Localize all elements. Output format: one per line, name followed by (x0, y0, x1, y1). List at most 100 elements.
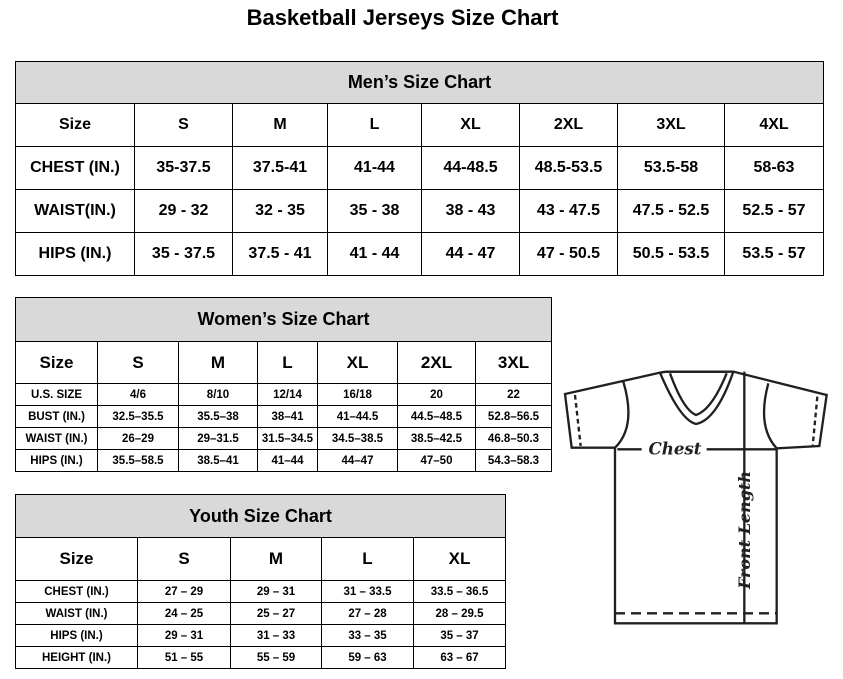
header-cell: XL (412, 537, 507, 581)
table-row: CHEST (IN.) 35-37.5 37.5-41 41-44 44-48.5 48.… (15, 146, 824, 190)
row-label: HEIGHT (IN.) (15, 646, 138, 669)
header-cell: 2XL (519, 103, 618, 147)
table-cell: 47.5 - 52.5 (617, 189, 725, 233)
table-cell: 16/18 (317, 383, 398, 406)
table-row: HEIGHT (IN.) 51 – 55 55 – 59 59 – 63 63 – 67 (15, 646, 507, 669)
row-label: BUST (IN.) (15, 405, 98, 428)
table-cell: 44–47 (317, 449, 398, 472)
table-cell: 44-48.5 (421, 146, 520, 190)
table-row: WAIST (IN.) 24 – 25 25 – 27 27 – 28 28 – 29.… (15, 602, 507, 625)
womens-size-table: Women’s Size Chart Size S M L XL 2XL 3XL U.S. SI… (14, 297, 553, 472)
table-cell: 41-44 (327, 146, 422, 190)
header-cell: S (97, 341, 179, 384)
header-cell: 2XL (397, 341, 476, 384)
table-cell: 31.5–34.5 (257, 427, 318, 450)
sleeve-seams (614, 381, 778, 450)
table-cell: 35 – 37 (412, 624, 507, 647)
table-cell: 29 – 31 (137, 624, 231, 647)
table-cell: 55 – 59 (230, 646, 322, 669)
row-label: CHEST (IN.) (15, 146, 135, 190)
row-label: HIPS (IN.) (15, 624, 138, 647)
table-row: HIPS (IN.) 35.5–58.5 38.5–41 41–44 44–47 47–5… (15, 449, 553, 472)
collar (658, 370, 735, 426)
table-cell: 33 – 35 (321, 624, 414, 647)
table-cell: 41 - 44 (327, 232, 422, 276)
table-cell: 31 – 33 (230, 624, 322, 647)
row-label: WAIST (IN.) (15, 602, 138, 625)
header-cell: S (137, 537, 231, 581)
row-label: HIPS (IN.) (15, 232, 135, 276)
table-cell: 38.5–41 (178, 449, 258, 472)
row-label: HIPS (IN.) (15, 449, 98, 472)
table-cell: 27 – 28 (321, 602, 414, 625)
front-length-label: Front Length (735, 471, 754, 590)
table-cell: 12/14 (257, 383, 318, 406)
header-cell: L (327, 103, 422, 147)
header-cell: L (321, 537, 414, 581)
table-cell: 50.5 - 53.5 (617, 232, 725, 276)
mens-size-table: Men’s Size Chart Size S M L XL 2XL 3XL 4XL CHEST … (15, 61, 824, 276)
table-cell: 31 – 33.5 (321, 580, 414, 603)
table-cell: 41–44 (257, 449, 318, 472)
header-row: Size S M L XL 2XL 3XL (15, 341, 553, 384)
table-cell: 32 - 35 (232, 189, 328, 233)
header-cell: S (134, 103, 233, 147)
table-cell: 26–29 (97, 427, 179, 450)
table-cell: 32.5–35.5 (97, 405, 179, 428)
table-cell: 29–31.5 (178, 427, 258, 450)
header-cell: M (178, 341, 258, 384)
chest-label: Chest (648, 438, 701, 458)
table-cell: 20 (397, 383, 476, 406)
youth-size-table: Youth Size Chart Size S M L XL CHEST (IN.) 27 –… (14, 494, 507, 669)
header-cell: L (257, 341, 318, 384)
table-row: CHEST (IN.) 27 – 29 29 – 31 31 – 33.5 33.5 –… (15, 580, 507, 603)
sleeve-hem-right (811, 396, 819, 447)
jersey-outline (563, 370, 828, 625)
table-cell: 29 - 32 (134, 189, 233, 233)
table-cell: 53.5-58 (617, 146, 725, 190)
table-row: WAIST(IN.) 29 - 32 32 - 35 35 - 38 38 - 43 43… (15, 189, 824, 233)
header-cell: 4XL (724, 103, 824, 147)
table-row: HIPS (IN.) 35 - 37.5 37.5 - 41 41 - 44 44 - … (15, 232, 824, 276)
header-row: Size S M L XL 2XL 3XL 4XL (15, 103, 824, 147)
table-cell: 22 (474, 383, 553, 406)
header-cell: M (230, 537, 322, 581)
table-cell: 47–50 (397, 449, 476, 472)
table-cell: 29 – 31 (230, 580, 322, 603)
table-cell: 8/10 (178, 383, 258, 406)
table-cell: 35.5–38 (178, 405, 258, 428)
table-caption: Women’s Size Chart (14, 297, 553, 342)
table-cell: 35 - 38 (327, 189, 422, 233)
header-cell: Size (15, 537, 138, 581)
row-label: WAIST(IN.) (15, 189, 135, 233)
table-caption: Youth Size Chart (14, 494, 507, 538)
header-cell: 3XL (474, 341, 553, 384)
header-row: Size S M L XL (15, 537, 507, 581)
table-row: U.S. SIZE 4/6 8/10 12/14 16/18 20 22 (15, 383, 553, 406)
header-cell: 3XL (617, 103, 725, 147)
header-cell: XL (317, 341, 398, 384)
table-cell: 43 - 47.5 (519, 189, 618, 233)
table-cell: 48.5-53.5 (519, 146, 618, 190)
table-cell: 47 - 50.5 (519, 232, 618, 276)
table-cell: 38.5–42.5 (397, 427, 476, 450)
header-cell: XL (421, 103, 520, 147)
table-cell: 4/6 (97, 383, 179, 406)
table-cell: 25 – 27 (230, 602, 322, 625)
table-cell: 34.5–38.5 (317, 427, 398, 450)
table-cell: 44 - 47 (421, 232, 520, 276)
table-cell: 37.5 - 41 (232, 232, 328, 276)
header-cell: M (232, 103, 328, 147)
table-row: WAIST (IN.) 26–29 29–31.5 31.5–34.5 34.5–38.… (15, 427, 553, 450)
table-cell: 35.5–58.5 (97, 449, 179, 472)
table-cell: 44.5–48.5 (397, 405, 476, 428)
table-cell: 54.3–58.3 (474, 449, 553, 472)
table-cell: 28 – 29.5 (412, 602, 507, 625)
table-caption-row: Youth Size Chart (14, 494, 507, 538)
page-title: Basketball Jerseys Size Chart (246, 5, 559, 30)
table-cell: 41–44.5 (317, 405, 398, 428)
table-cell: 24 – 25 (137, 602, 231, 625)
table-cell: 58-63 (724, 146, 824, 190)
table-cell: 38 - 43 (421, 189, 520, 233)
sleeve-hem-left (573, 394, 582, 447)
